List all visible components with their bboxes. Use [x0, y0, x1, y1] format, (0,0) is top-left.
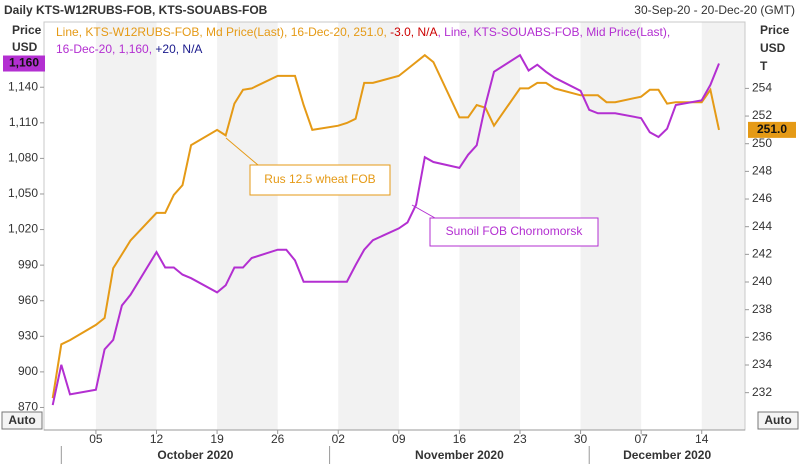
- month-label: October 2020: [157, 448, 233, 462]
- y-tick-label: 900: [18, 364, 38, 378]
- annotation-label: Rus 12.5 wheat FOB: [264, 172, 375, 186]
- annotation-box: [249, 164, 391, 196]
- x-tick-label: 16: [453, 432, 467, 446]
- legend-segment: 16-Dec-20, 1,160,: [56, 42, 155, 56]
- legend-segment: -3.0, N/A: [390, 25, 437, 39]
- y-tick-label: 990: [18, 257, 38, 271]
- chart-subtitle: 30-Sep-20 - 20-Dec-20 (GMT): [634, 3, 795, 17]
- y-tick-label: 1,050: [8, 186, 38, 200]
- y2-axis-label: T: [760, 59, 768, 73]
- annotation-box: [429, 217, 599, 247]
- y2-tick-label: 252: [752, 108, 772, 122]
- y2-tick-label: 236: [752, 330, 772, 344]
- last-value-label: 1,160: [9, 56, 39, 70]
- x-tick-label: 02: [332, 432, 346, 446]
- y-tick-label: 960: [18, 293, 38, 307]
- last-value-marker: [3, 55, 45, 72]
- week-band: [701, 22, 745, 430]
- series-line: [51, 53, 720, 406]
- y2-tick-label: 246: [752, 191, 772, 205]
- x-tick-label: 07: [634, 432, 648, 446]
- last-value-label: 251.0: [757, 122, 787, 136]
- chart-title: Daily KTS-W12RUBS-FOB, KTS-SOUABS-FOB: [4, 3, 268, 17]
- y2-axis-label: Price: [760, 23, 790, 37]
- legend-text: Line, KTS-W12RUBS-FOB, Md Price(Last), 1…: [56, 25, 670, 39]
- y2-tick-label: 254: [752, 81, 772, 95]
- y2-tick-label: 234: [752, 357, 772, 371]
- y2-tick-label: 240: [752, 274, 772, 288]
- x-tick-label: 12: [150, 432, 164, 446]
- x-tick-label: 05: [89, 432, 103, 446]
- y-tick-label: 1,140: [8, 79, 38, 93]
- y2-tick-label: 242: [752, 247, 772, 261]
- y-tick-label: 1,020: [8, 222, 38, 236]
- y2-tick-label: 248: [752, 164, 772, 178]
- week-band: [338, 22, 399, 430]
- week-band: [217, 22, 278, 430]
- legend-text: 16-Dec-20, 1,160, +20, N/A: [56, 42, 202, 56]
- x-tick-label: 09: [392, 432, 406, 446]
- auto-button[interactable]: [1, 411, 43, 430]
- y-axis-label: USD: [12, 40, 38, 54]
- x-tick-label: 26: [271, 432, 285, 446]
- y2-tick-label: 232: [752, 385, 772, 399]
- legend-segment: Line, KTS-W12RUBS-FOB, Md Price(Last), 1…: [56, 25, 390, 39]
- month-label: November 2020: [415, 448, 504, 462]
- y-tick-label: 870: [18, 400, 38, 414]
- y-tick-label: 1,080: [8, 151, 38, 165]
- y2-axis-label: USD: [760, 41, 786, 55]
- last-value-marker: [748, 121, 796, 138]
- x-tick-label: 19: [210, 432, 224, 446]
- y2-tick-label: 250: [752, 136, 772, 150]
- x-tick-label: 30: [574, 432, 588, 446]
- legend-segment: , Line, KTS-SOUABS-FOB, Mid Price(Last),: [437, 25, 670, 39]
- y-axis-label: Price: [12, 23, 42, 37]
- series-line: [51, 53, 720, 399]
- annotation-label: Sunoil FOB Chornomorsk: [446, 224, 584, 238]
- annotation-leader: [225, 137, 259, 166]
- auto-button-label[interactable]: Auto: [8, 413, 35, 427]
- y-tick-label: 1,110: [9, 115, 38, 129]
- legend-segment: +20, N/A: [155, 42, 202, 56]
- month-label: December 2020: [623, 448, 711, 462]
- auto-button[interactable]: [757, 411, 799, 430]
- x-tick-label: 14: [695, 432, 709, 446]
- y2-tick-label: 244: [752, 219, 772, 233]
- y-tick-label: 930: [18, 328, 38, 342]
- y2-tick-label: 238: [752, 302, 772, 316]
- week-band: [95, 22, 157, 430]
- auto-button-label[interactable]: Auto: [764, 413, 791, 427]
- x-tick-label: 23: [513, 432, 527, 446]
